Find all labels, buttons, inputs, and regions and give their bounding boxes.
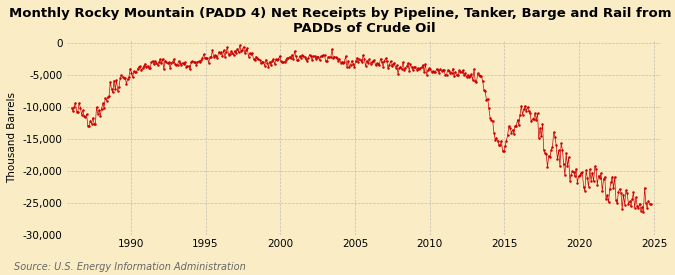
Title: Monthly Rocky Mountain (PADD 4) Net Receipts by Pipeline, Tanker, Barge and Rail: Monthly Rocky Mountain (PADD 4) Net Rece… [9,7,675,35]
Text: Source: U.S. Energy Information Administration: Source: U.S. Energy Information Administ… [14,262,245,272]
Y-axis label: Thousand Barrels: Thousand Barrels [7,92,17,183]
